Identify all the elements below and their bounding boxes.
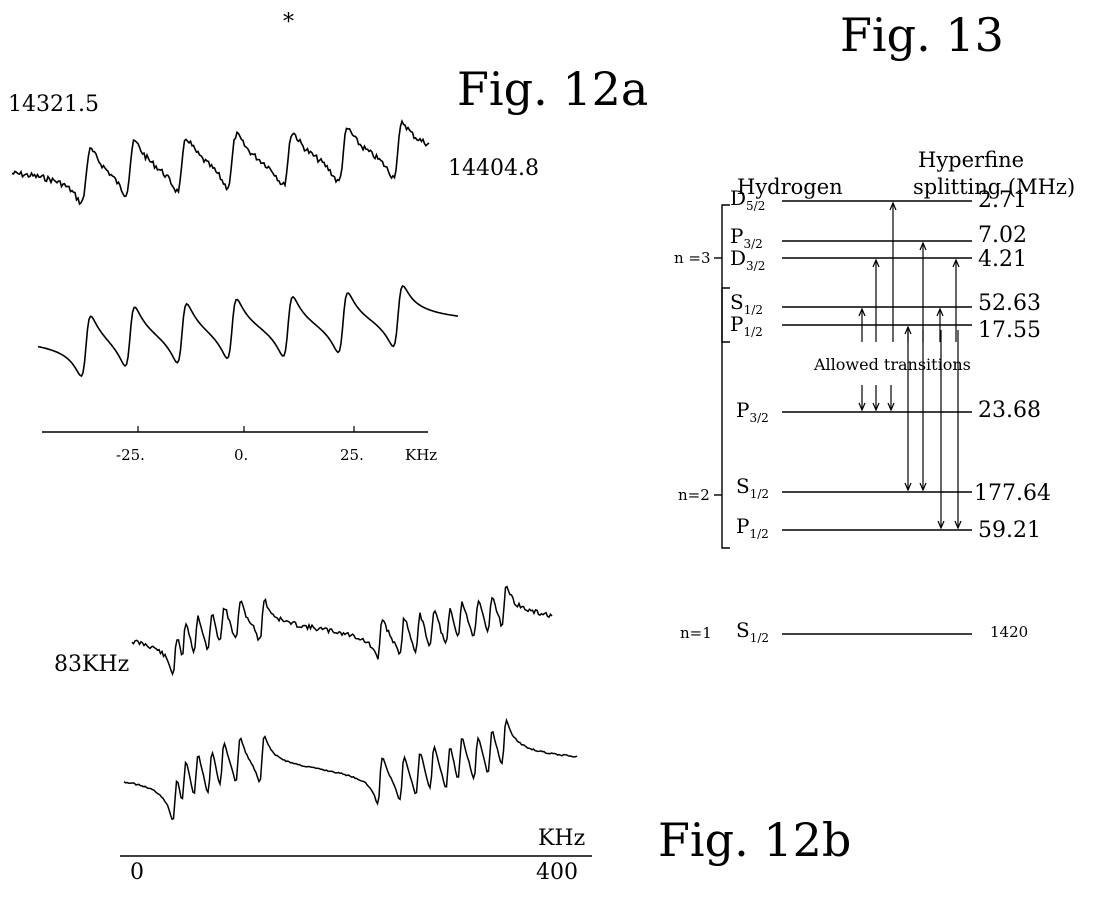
level-label-p32-n3: P3/2 bbox=[730, 224, 763, 251]
fig12a-simulated-trace bbox=[37, 285, 459, 378]
fig12a-experimental-trace bbox=[11, 118, 430, 206]
transition-arrowhead bbox=[919, 482, 927, 492]
fig13-heading-hydrogen: Hydrogen bbox=[737, 175, 843, 199]
transition-arrowhead bbox=[919, 241, 927, 251]
transition-arrowhead bbox=[872, 402, 880, 412]
transition-arrowhead bbox=[936, 307, 944, 317]
transition-arrowhead bbox=[889, 201, 897, 211]
fig12b-span-label: 83KHz bbox=[54, 652, 130, 677]
level-label-s12-n3: S1/2 bbox=[730, 290, 764, 317]
level-label-p12-n3: P1/2 bbox=[730, 312, 763, 339]
level-label-s12-n1: S1/2 bbox=[736, 618, 770, 645]
transition-arrowhead bbox=[952, 258, 960, 268]
level-label-p32-n2: P3/2 bbox=[736, 398, 769, 425]
fig12b-tick-label: 0 bbox=[130, 860, 144, 885]
fig12a-tick-label: -25. bbox=[116, 446, 145, 464]
asterisk-marker: * bbox=[283, 10, 294, 35]
allowed-transitions-label: Allowed transitions bbox=[814, 355, 971, 374]
hyperfine-value-d32: 4.21 bbox=[978, 247, 1027, 272]
hyperfine-value-d52: 2.71 bbox=[978, 188, 1027, 213]
transition-arrows bbox=[858, 201, 962, 530]
hyperfine-value-p32-n3: 7.02 bbox=[978, 223, 1027, 248]
fig12a-tick-label: 0. bbox=[234, 446, 249, 464]
fig12b-axis-unit: KHz bbox=[538, 826, 586, 851]
level-label-d32: D3/2 bbox=[730, 246, 766, 273]
fig12a-end-frequency: 14404.8 bbox=[448, 156, 539, 181]
transition-arrowhead bbox=[872, 258, 880, 268]
group-label-n1: n=1 bbox=[680, 624, 712, 642]
transition-arrowhead bbox=[954, 520, 962, 530]
fig12b-tick-label: 400 bbox=[536, 860, 578, 885]
fig12a-tick-label: 25. bbox=[340, 446, 364, 464]
fig12a-axis-unit: KHz bbox=[405, 446, 438, 464]
transition-arrowhead bbox=[858, 307, 866, 317]
hyperfine-value-s12-n1: 1420 bbox=[990, 623, 1029, 641]
hyperfine-value-p12-n2: 59.21 bbox=[978, 518, 1041, 543]
level-label-p12-n2: P1/2 bbox=[736, 514, 769, 541]
transition-arrowhead bbox=[887, 402, 895, 412]
transition-arrowhead bbox=[858, 402, 866, 412]
hyperfine-value-s12-n3: 52.63 bbox=[978, 291, 1041, 316]
group-label-n2: n=2 bbox=[678, 486, 710, 504]
fig13-title: Fig. 13 bbox=[840, 8, 1004, 62]
level-label-d52: D5/2 bbox=[730, 186, 766, 213]
n3-bracket bbox=[721, 204, 730, 343]
transition-arrowhead bbox=[904, 482, 912, 492]
level-label-s12-n2: S1/2 bbox=[736, 474, 770, 501]
fig12a-title: Fig. 12a bbox=[457, 62, 649, 116]
fig12b-simulated-trace bbox=[123, 717, 578, 821]
hyperfine-value-p12-n3: 17.55 bbox=[978, 318, 1041, 343]
group-label-n3: n =3 bbox=[674, 249, 711, 267]
n2-bracket bbox=[721, 287, 730, 549]
fig13-heading-hyperfine: Hyperfine bbox=[918, 148, 1025, 172]
fig13-heading-splitting: splitting (MHz) bbox=[913, 175, 1076, 199]
fig12b-experimental-trace bbox=[131, 585, 553, 677]
hyperfine-value-s12-n2: 177.64 bbox=[974, 481, 1051, 506]
fig12a-start-frequency: 14321.5 bbox=[8, 92, 99, 117]
fig12b-title: Fig. 12b bbox=[658, 813, 852, 867]
transition-arrowhead bbox=[904, 325, 912, 335]
hyperfine-value-p32-n2: 23.68 bbox=[978, 398, 1041, 423]
transition-arrowhead bbox=[937, 520, 945, 530]
